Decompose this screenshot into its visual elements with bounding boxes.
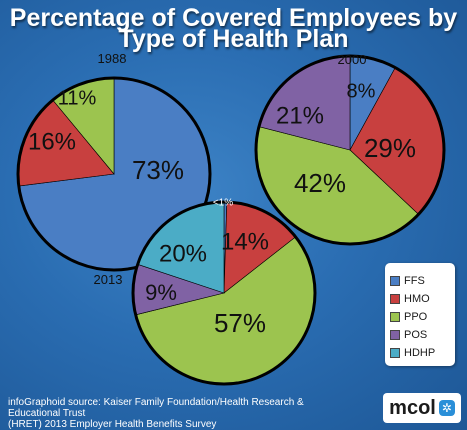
mcol-logo: mcol ✲ [383,393,461,423]
legend-label-ppo: PPO [404,311,428,323]
slice-label-1988-ppo: 11% [58,87,97,109]
slice-label-2013-ppo: 57% [214,308,266,338]
legend-item-ppo: PPO [390,309,427,325]
slice-label-2000-pos: 21% [276,102,324,129]
pie-outline-2000 [254,54,446,246]
slice-label-2000-ffs: 8% [347,80,376,102]
logo-text: mcol [389,396,436,419]
pie-2000: 8% 29% 42% 21% 2000 [254,52,446,246]
legend-swatch-ppo [390,312,400,322]
chart-title-line-1: Percentage of Covered Employees by [9,4,458,32]
legend-label-pos: POS [404,329,428,341]
source-note: infoGraphoid source: Kaiser Family Found… [8,397,358,430]
slice-label-2013-hdhp: 20% [159,240,207,267]
year-label-2013: 2013 [94,272,123,287]
slice-label-2013-pos: 9% [145,280,177,305]
legend-swatch-ffs [390,276,400,286]
legend-label-ffs: FFS [404,275,425,287]
legend-item-pos: POS [390,327,427,343]
slice-label-2000-hmo: 29% [364,133,416,163]
legend-label-hdhp: HDHP [404,347,436,359]
chart-title-line-2: Type of Health Plan [118,25,349,53]
legend-swatch-hmo [390,294,400,304]
year-label-2000: 2000 [338,52,367,67]
slice-label-2000-ppo: 42% [294,168,346,198]
source-line-2: (HRET) 2013 Employer Health Benefits Sur… [8,419,217,430]
pie-2013: <1% 14% 57% 9% 20% 2013 [94,198,317,386]
legend-swatch-pos [390,330,400,340]
pie-1988: 73% 16% 11% 1988 [16,51,212,272]
pie-outline-1988 [16,76,212,272]
legend-item-ffs: FFS [390,273,425,289]
slice-label-1988-hmo: 16% [28,128,76,155]
legend: FFS HMO PPO POS HDHP [385,263,455,366]
legend-item-hdhp: HDHP [390,345,435,361]
slice-label-2013-ffs: <1% [213,198,233,209]
gear-icon: ✲ [438,400,455,416]
legend-label-hmo: HMO [404,293,430,305]
pie-outline-2013 [131,200,317,386]
year-label-1988: 1988 [98,51,127,66]
slice-label-2013-hmo: 14% [221,228,269,255]
slice-label-1988-ffs: 73% [132,155,184,185]
legend-item-hmo: HMO [390,291,430,307]
legend-swatch-hdhp [390,348,400,358]
source-line-1: infoGraphoid source: Kaiser Family Found… [8,397,304,419]
